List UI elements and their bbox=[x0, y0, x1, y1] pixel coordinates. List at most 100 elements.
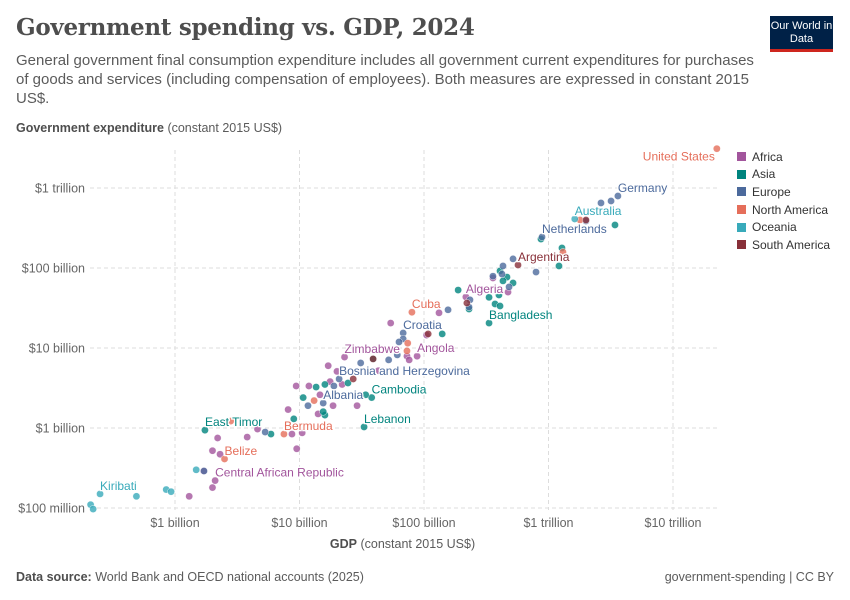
legend-item[interactable]: North America bbox=[737, 201, 830, 219]
data-point bbox=[514, 261, 522, 269]
legend-item[interactable]: Asia bbox=[737, 166, 830, 184]
data-point bbox=[395, 338, 403, 346]
y-tick-label: $10 billion bbox=[29, 342, 85, 356]
x-tick-label: $100 billion bbox=[392, 516, 455, 530]
data-point bbox=[559, 248, 567, 256]
data-point bbox=[405, 356, 413, 364]
data-point bbox=[369, 355, 377, 363]
data-point bbox=[96, 490, 104, 498]
data-point bbox=[253, 425, 262, 433]
data-point bbox=[316, 391, 324, 399]
data-point bbox=[216, 450, 224, 459]
point-label: East Timor bbox=[205, 415, 262, 429]
point-label: Croatia bbox=[403, 318, 442, 332]
data-point bbox=[290, 415, 298, 423]
data-point bbox=[438, 330, 446, 338]
data-point bbox=[321, 380, 329, 389]
legend-item[interactable]: Africa bbox=[737, 148, 830, 166]
data-point bbox=[304, 401, 312, 410]
x-axis-title-main: GDP bbox=[329, 537, 357, 551]
data-point bbox=[713, 144, 721, 153]
data-point bbox=[261, 428, 269, 436]
legend-item[interactable]: Oceania bbox=[737, 218, 830, 236]
data-point bbox=[284, 405, 292, 414]
data-point bbox=[496, 302, 504, 310]
legend-swatch bbox=[737, 240, 746, 250]
data-point bbox=[333, 367, 341, 376]
data-point bbox=[324, 361, 332, 370]
data-source-label: Data source: bbox=[16, 570, 92, 584]
data-point bbox=[310, 396, 318, 405]
data-point bbox=[607, 197, 615, 205]
legend-item[interactable]: South America bbox=[737, 236, 830, 254]
point-label: Australia bbox=[575, 204, 622, 218]
data-point bbox=[201, 426, 209, 434]
data-point bbox=[489, 272, 497, 280]
data-point bbox=[386, 319, 395, 327]
legend-label: Asia bbox=[752, 167, 776, 182]
data-point bbox=[220, 455, 229, 463]
data-point bbox=[532, 268, 540, 276]
data-source-text: World Bank and OECD national accounts (2… bbox=[95, 570, 364, 584]
y-tick-label: $100 billion bbox=[22, 262, 85, 276]
data-point bbox=[280, 430, 288, 438]
data-point bbox=[555, 262, 563, 270]
legend-swatch bbox=[737, 169, 746, 179]
legend-label: North America bbox=[752, 202, 829, 217]
point-label: Bangladesh bbox=[489, 308, 552, 322]
data-point bbox=[505, 283, 513, 291]
data-point bbox=[319, 399, 327, 407]
legend: Africa Asia Europe North America Oceania Sout… bbox=[737, 148, 830, 254]
legend-swatch bbox=[737, 205, 746, 215]
legend-item[interactable]: Europe bbox=[737, 183, 830, 201]
legend-label: South America bbox=[752, 237, 831, 252]
data-point bbox=[444, 306, 452, 314]
point-label: Argentina bbox=[518, 250, 570, 264]
license-link[interactable]: government-spending | CC BY bbox=[664, 570, 834, 584]
data-point bbox=[213, 434, 222, 442]
legend-label: Oceania bbox=[752, 220, 797, 235]
data-point bbox=[298, 429, 306, 437]
data-point bbox=[319, 407, 327, 416]
point-label: Cambodia bbox=[372, 383, 427, 397]
x-tick-label: $1 trillion bbox=[523, 516, 573, 530]
x-axis-title-unit: (constant 2015 US$) bbox=[360, 537, 476, 551]
data-point bbox=[403, 339, 412, 347]
data-point bbox=[361, 391, 370, 399]
data-point bbox=[435, 309, 443, 317]
x-tick-label: $10 billion bbox=[271, 516, 327, 530]
data-point bbox=[509, 255, 517, 263]
data-point bbox=[312, 383, 320, 391]
data-point bbox=[192, 466, 200, 474]
data-point bbox=[226, 417, 235, 425]
data-point bbox=[495, 291, 503, 299]
legend-swatch bbox=[737, 222, 746, 232]
data-point bbox=[597, 199, 605, 207]
point-label: Belize bbox=[225, 444, 258, 458]
owid-logo[interactable]: Our World in Data bbox=[770, 16, 833, 52]
data-point bbox=[89, 505, 97, 513]
y-tick-label: $1 billion bbox=[36, 422, 85, 436]
point-label: Albania bbox=[323, 388, 363, 402]
data-point bbox=[344, 379, 352, 387]
data-point bbox=[360, 423, 368, 431]
x-tick-label: $10 trillion bbox=[645, 516, 702, 530]
point-label: Germany bbox=[618, 181, 667, 195]
data-point bbox=[499, 262, 507, 270]
data-point bbox=[288, 430, 296, 438]
y-tick-label: $100 million bbox=[18, 502, 85, 516]
data-point bbox=[614, 192, 622, 200]
chart-subtitle: General government final consumption exp… bbox=[16, 52, 754, 107]
data-point bbox=[208, 483, 217, 492]
data-point bbox=[200, 467, 208, 475]
point-label: Algeria bbox=[466, 282, 504, 296]
data-point bbox=[349, 375, 358, 383]
data-point bbox=[413, 352, 421, 360]
data-point bbox=[292, 382, 300, 390]
y-axis-title-main: Government expenditure bbox=[16, 121, 164, 135]
data-point bbox=[353, 401, 361, 410]
data-point bbox=[403, 347, 411, 355]
point-label: Netherlands bbox=[542, 222, 607, 236]
data-point bbox=[463, 299, 471, 307]
